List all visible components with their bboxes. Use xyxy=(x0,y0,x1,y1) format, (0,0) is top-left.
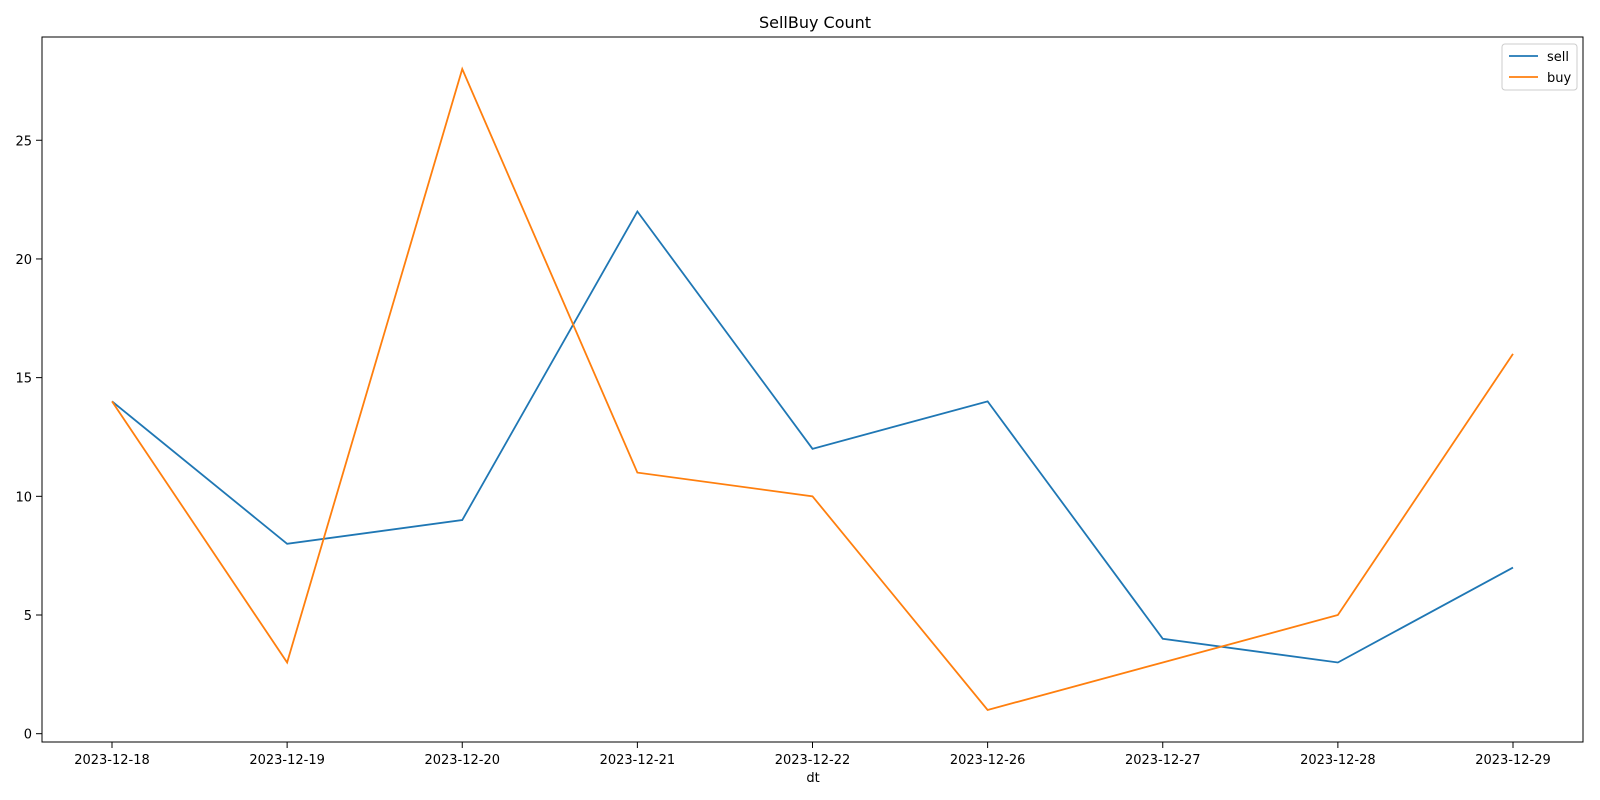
x-tick-label: 2023-12-28 xyxy=(1300,753,1376,768)
legend: sell buy xyxy=(1501,43,1578,91)
legend-label-buy: buy xyxy=(1547,71,1571,86)
x-tick-label: 2023-12-20 xyxy=(424,753,500,768)
y-tick-label: 5 xyxy=(24,609,32,624)
y-tick-label: 20 xyxy=(15,253,32,268)
y-tick-label: 0 xyxy=(24,728,32,743)
series-layer xyxy=(111,66,1514,711)
plot-frame xyxy=(41,36,1584,743)
series-line-sell xyxy=(111,209,1514,664)
x-tick-label: 2023-12-19 xyxy=(249,753,325,768)
y-tick-label: 15 xyxy=(15,372,32,387)
y-axis: 0 5 10 15 20 25 xyxy=(15,134,42,743)
x-axis: 2023-12-18 2023-12-19 2023-12-20 2023-12-21… xyxy=(74,742,1551,768)
y-tick-label: 10 xyxy=(15,490,32,505)
x-tick-label: 2023-12-22 xyxy=(775,753,851,768)
x-tick-label: 2023-12-26 xyxy=(950,753,1026,768)
y-tick-label: 25 xyxy=(15,134,32,149)
x-tick-label: 2023-12-21 xyxy=(600,753,676,768)
x-tick-label: 2023-12-18 xyxy=(74,753,150,768)
x-axis-label: dt xyxy=(806,771,819,786)
chart-title: SellBuy Count xyxy=(759,13,871,32)
x-tick-label: 2023-12-27 xyxy=(1125,753,1201,768)
x-tick-label: 2023-12-29 xyxy=(1475,753,1551,768)
series-line-buy xyxy=(111,66,1514,711)
legend-label-sell: sell xyxy=(1547,50,1569,65)
